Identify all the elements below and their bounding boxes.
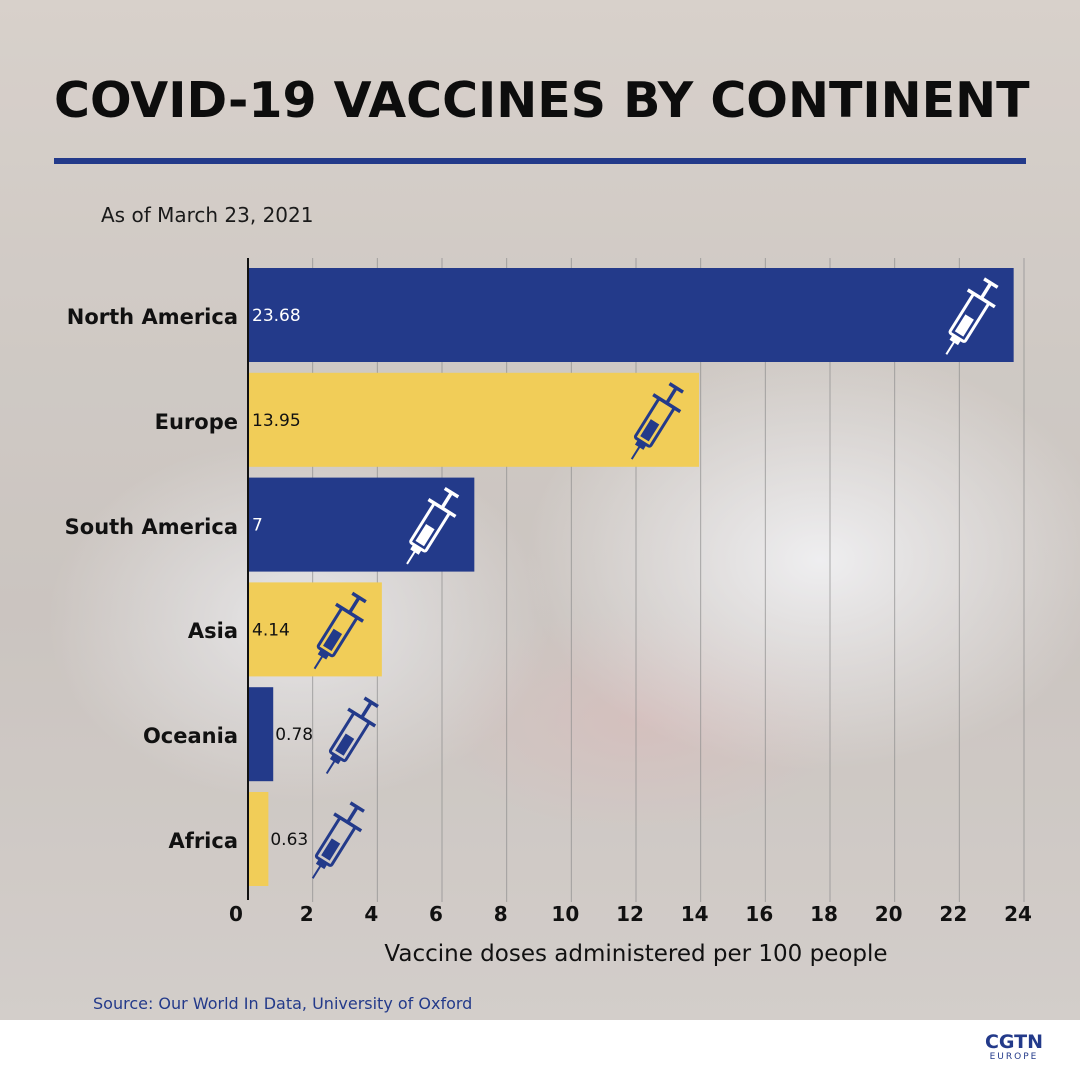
category-label: Oceania	[142, 724, 238, 749]
bar	[248, 792, 269, 886]
x-tick-label: 18	[810, 902, 838, 926]
syringe-icon	[311, 801, 365, 879]
syringe-icon	[313, 591, 367, 670]
category-label: North America	[66, 305, 238, 329]
x-tick-label: 2	[299, 902, 314, 926]
category-label: South America	[64, 514, 238, 539]
x-tick-label: 0	[229, 902, 243, 926]
x-tick-label: 10	[551, 902, 580, 926]
bar	[248, 687, 274, 782]
footer-bar	[0, 1020, 1080, 1080]
cgtn-europe-logo: CGTN EUROPE	[978, 1032, 1050, 1062]
data-label: 13.95	[252, 411, 301, 431]
x-tick-label: 4	[364, 902, 379, 926]
title-underline	[54, 158, 1026, 164]
category-label: Africa	[168, 829, 238, 853]
chart-subtitle: As of March 23, 2021	[101, 203, 314, 227]
x-tick-label: 16	[745, 902, 774, 926]
category-label: Asia	[187, 619, 238, 644]
logo-subtext: EUROPE	[989, 1052, 1039, 1062]
data-label: 0.78	[275, 725, 313, 745]
x-tick-label: 24	[1004, 902, 1032, 926]
bar	[248, 268, 1014, 362]
x-tick-label: 20	[874, 902, 903, 926]
syringe-icon	[406, 486, 460, 565]
x-tick-label: 6	[429, 902, 443, 926]
syringe-icon	[945, 277, 999, 355]
data-label: 7	[252, 516, 263, 536]
data-label: 23.68	[252, 306, 301, 326]
bar	[248, 477, 475, 572]
source-note: Source: Our World In Data, University of…	[93, 994, 473, 1013]
background-overlay	[0, 0, 1080, 1020]
syringe-icon	[630, 382, 684, 460]
x-tick-label: 12	[616, 902, 644, 926]
syringe-icon	[325, 696, 379, 775]
x-tick-label: 22	[939, 902, 968, 926]
chart-title: COVID-19 VACCINES BY CONTINENT	[54, 72, 1030, 129]
logo-wordmark: CGTN	[984, 1031, 1044, 1053]
data-label: 0.63	[270, 830, 308, 850]
bar-chart: 23.68 13.95 7 4.14 0.78 0.63	[247, 258, 1025, 902]
x-axis-label: Vaccine doses administered per 100 peopl…	[384, 941, 888, 967]
data-label: 4.14	[252, 620, 290, 640]
background-photo	[0, 0, 1080, 1020]
category-label: Europe	[154, 409, 238, 434]
x-tick-label: 14	[680, 902, 709, 926]
x-tick-label: 8	[493, 902, 508, 926]
bar	[248, 372, 700, 467]
